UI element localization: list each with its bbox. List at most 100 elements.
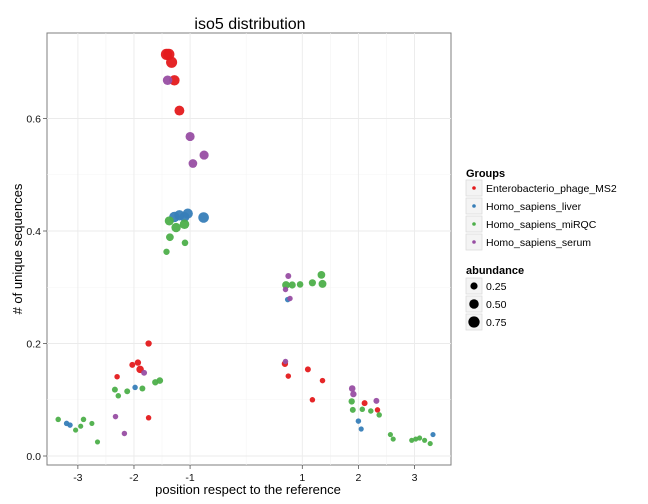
data-point — [139, 385, 146, 392]
data-point — [348, 385, 356, 392]
data-points — [55, 48, 436, 447]
x-axis-ticks: -3 -2 -1 1 2 3 — [73, 465, 418, 484]
data-point — [124, 388, 131, 395]
data-point — [73, 427, 79, 433]
gridlines — [47, 33, 451, 465]
data-point — [164, 216, 174, 226]
data-point — [182, 208, 193, 219]
data-point — [350, 390, 357, 398]
legend-size-label: 0.75 — [486, 317, 507, 329]
color-legend: Groups Enterobacterio_phage_MS2 Homo_sapi… — [465, 168, 617, 251]
data-point — [317, 271, 326, 279]
data-point — [199, 150, 209, 160]
data-point — [430, 432, 436, 438]
data-point — [174, 105, 185, 116]
size-legend-item: 0.25 — [465, 277, 507, 295]
data-point — [282, 358, 289, 365]
x-tick-label: 1 — [299, 472, 305, 484]
data-point — [134, 359, 142, 366]
legend-size-label: 0.50 — [486, 299, 507, 311]
data-point — [80, 416, 87, 423]
data-point — [152, 379, 159, 386]
data-point — [185, 131, 195, 142]
x-tick-label: 3 — [412, 472, 418, 484]
x-axis-label: position respect to the reference — [155, 482, 341, 497]
data-point — [169, 75, 180, 86]
legend-series-label: Homo_sapiens_liver — [486, 201, 582, 213]
color-legend-item: Homo_sapiens_serum — [465, 233, 591, 251]
data-point — [376, 412, 382, 418]
data-point — [304, 366, 311, 373]
y-axis-label: # of unique sequences — [10, 183, 25, 314]
legend-series-label: Homo_sapiens_serum — [486, 237, 591, 249]
data-point — [296, 281, 304, 288]
data-point — [94, 439, 101, 445]
data-point — [368, 408, 374, 414]
data-point — [114, 373, 120, 380]
color-legend-item: Enterobacterio_phage_MS2 — [465, 179, 617, 197]
data-point — [361, 400, 368, 407]
data-point — [188, 159, 198, 168]
color-legend-title: Groups — [466, 168, 505, 180]
data-point — [349, 406, 356, 413]
data-point — [121, 430, 128, 437]
size-legend-item: 0.75 — [465, 313, 507, 331]
size-legend: abundance 0.25 0.50 0.75 — [465, 265, 524, 331]
legend-key-dot — [472, 204, 476, 208]
data-point — [171, 222, 181, 233]
data-point — [308, 279, 316, 287]
data-point — [287, 295, 293, 302]
data-point — [198, 212, 209, 223]
data-point — [112, 413, 119, 420]
data-point — [285, 373, 292, 379]
data-point — [141, 369, 148, 376]
data-point — [319, 377, 326, 384]
data-point — [132, 384, 138, 391]
data-point — [318, 279, 327, 288]
y-tick-label: 0.0 — [26, 451, 41, 463]
data-point — [417, 435, 423, 441]
plot-panel — [46, 32, 452, 466]
data-point — [288, 281, 296, 289]
y-tick-label: 0.6 — [26, 114, 41, 126]
color-legend-item: Homo_sapiens_miRQC — [465, 215, 597, 233]
data-point — [355, 418, 362, 424]
data-point — [163, 248, 170, 255]
data-point — [145, 340, 152, 347]
legend-size-dot — [468, 316, 480, 328]
size-legend-title: abundance — [466, 265, 524, 277]
y-axis-ticks: 0.0 0.2 0.4 0.6 — [26, 114, 47, 463]
data-point — [387, 432, 393, 438]
legend-key-dot — [472, 240, 476, 244]
data-point — [166, 233, 174, 242]
data-point — [89, 420, 95, 426]
data-point — [427, 441, 433, 447]
y-tick-label: 0.2 — [26, 339, 41, 351]
legend-size-dot — [469, 299, 479, 309]
data-point — [390, 436, 396, 442]
data-point — [285, 273, 292, 279]
x-tick-label: -2 — [129, 472, 138, 484]
legend-series-label: Enterobacterio_phage_MS2 — [486, 183, 617, 195]
data-point — [373, 397, 380, 404]
size-legend-item: 0.50 — [465, 295, 507, 313]
data-point — [115, 393, 122, 399]
x-tick-label: 2 — [355, 472, 361, 484]
data-point — [67, 422, 73, 428]
legend-size-label: 0.25 — [486, 281, 507, 293]
data-point — [129, 361, 136, 368]
data-point — [78, 423, 84, 429]
data-point — [166, 56, 178, 68]
legend-key-dot — [472, 222, 476, 226]
legend-size-dot — [470, 282, 478, 290]
color-legend-item: Homo_sapiens_liver — [465, 197, 582, 215]
data-point — [374, 407, 381, 413]
data-point — [282, 281, 290, 289]
legend-series-label: Homo_sapiens_miRQC — [486, 219, 597, 231]
legend-key-dot — [472, 186, 476, 190]
chart-title: iso5 distribution — [194, 16, 305, 33]
data-point — [145, 415, 152, 421]
data-point — [409, 437, 415, 443]
data-point — [309, 397, 316, 403]
